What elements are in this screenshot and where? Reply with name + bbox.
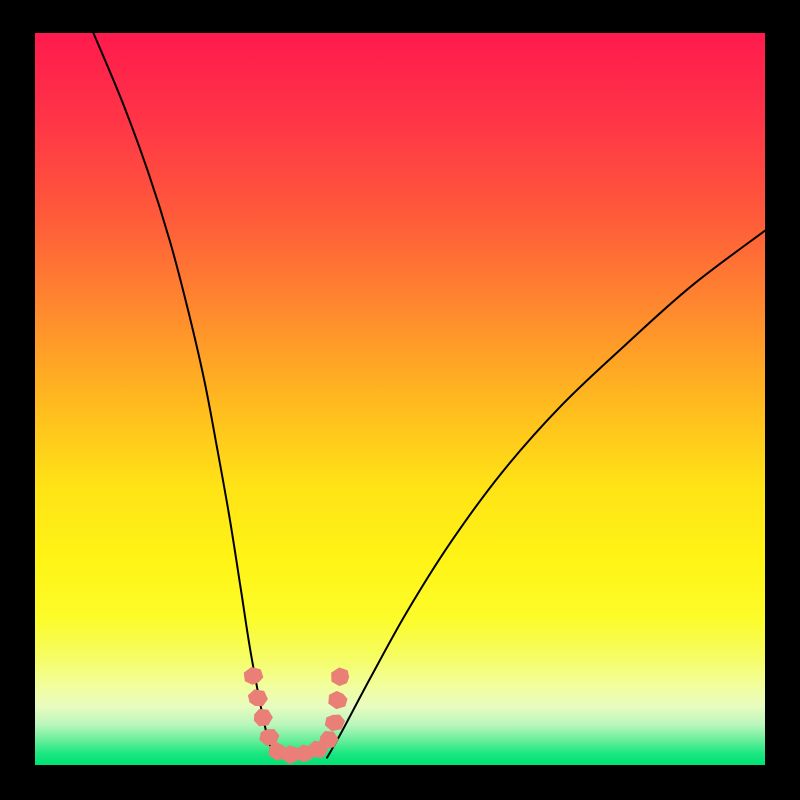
border-top [0,0,800,33]
plot-area [35,33,765,765]
gradient-background [35,33,765,765]
border-left [0,0,35,800]
plot-svg [35,33,765,765]
border-right [765,0,800,800]
valley-marker [248,690,267,706]
border-bottom [0,765,800,800]
figure-container: TheBottleneck.com [0,0,800,800]
valley-marker [332,668,349,686]
